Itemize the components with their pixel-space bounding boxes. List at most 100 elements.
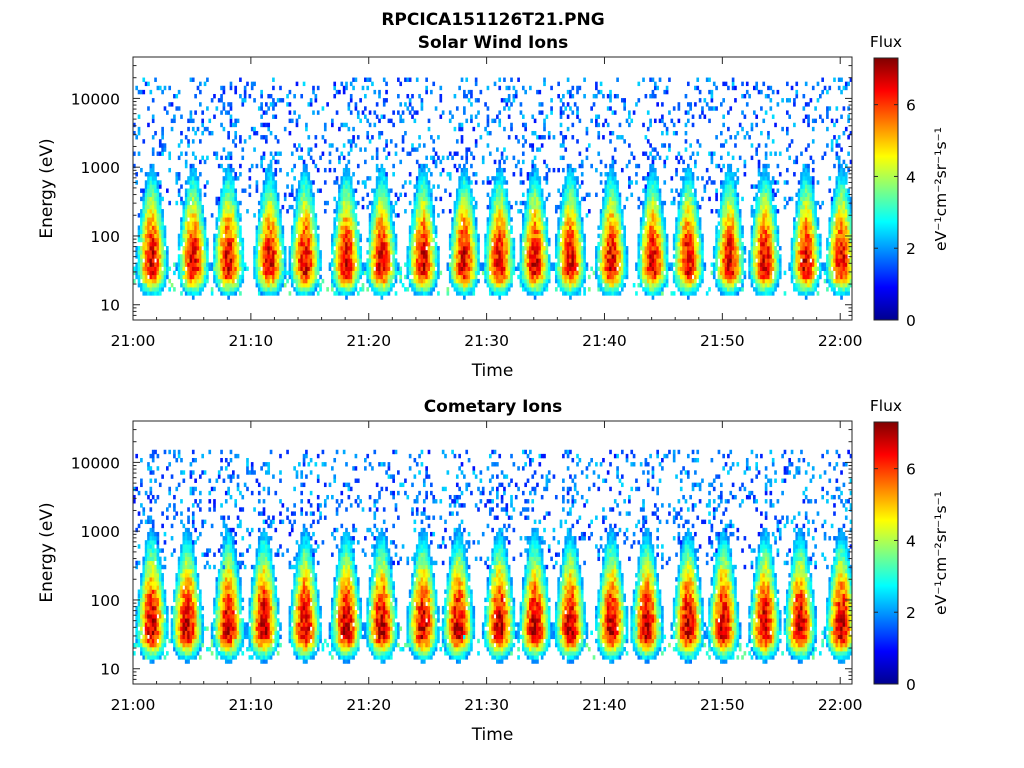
heatmap-cell (373, 250, 377, 255)
heatmap-cell (375, 102, 379, 107)
heatmap-cell (257, 213, 261, 218)
heatmap-cell (618, 135, 622, 140)
heatmap-cell (279, 262, 282, 267)
heatmap-cell (224, 258, 228, 263)
heatmap-cell (267, 188, 271, 193)
heatmap-cell (220, 278, 223, 284)
heatmap-cell (156, 225, 160, 230)
heatmap-cell (267, 250, 271, 255)
heatmap-cell (224, 250, 228, 255)
heatmap-cell (302, 258, 306, 263)
heatmap-cell (420, 196, 424, 202)
heatmap-cell (491, 225, 494, 230)
heatmap-cell (420, 204, 424, 210)
heatmap-cell (220, 155, 223, 161)
heatmap-cell (158, 274, 162, 280)
heatmap-cell (314, 241, 318, 247)
heatmap-cell (538, 229, 542, 234)
heatmap-cell (514, 93, 518, 99)
heatmap-cell (368, 122, 372, 128)
heatmap-cell (265, 196, 268, 202)
heatmap-cell (562, 262, 565, 267)
heatmap-cell (604, 163, 608, 169)
heatmap-cell (380, 163, 384, 169)
heatmap-cell (611, 155, 615, 161)
heatmap-cell (496, 225, 499, 230)
heatmap-cell (463, 172, 466, 177)
heatmap-cell (545, 163, 549, 169)
heatmap-cell (611, 266, 615, 271)
heatmap-cell (613, 241, 617, 247)
heatmap-cell (184, 180, 188, 185)
heatmap-cell (227, 283, 230, 288)
heatmap-cell (281, 270, 285, 276)
heatmap-cell (507, 85, 511, 91)
heatmap-cell (217, 98, 221, 103)
heatmap-cell (583, 262, 586, 267)
heatmap-cell (437, 246, 440, 251)
heatmap-cell (573, 291, 577, 296)
heatmap-cell (345, 270, 348, 276)
heatmap-cell (375, 254, 379, 259)
heatmap-cell (597, 278, 601, 284)
heatmap-cell (166, 270, 169, 276)
heatmap-cell (467, 98, 471, 103)
heatmap-cell (349, 176, 353, 181)
heatmap-cell (222, 167, 226, 173)
heatmap-cell (394, 246, 398, 251)
heatmap-cell (279, 266, 282, 271)
heatmap-cell (458, 225, 461, 230)
heatmap-cell (224, 278, 228, 284)
heatmap-cell (248, 184, 252, 189)
heatmap-cell (215, 233, 219, 239)
heatmap-cell (375, 225, 379, 230)
heatmap-cell (189, 258, 193, 263)
heatmap-cell (232, 122, 235, 128)
heatmap-cell (493, 81, 497, 87)
heatmap-cell (142, 192, 146, 198)
heatmap-cell (460, 180, 464, 185)
heatmap-cell (618, 225, 622, 230)
heatmap-cell (427, 254, 431, 259)
heatmap-cell (389, 221, 393, 226)
heatmap-cell (543, 262, 546, 267)
heatmap-cell (182, 250, 186, 255)
heatmap-cell (418, 254, 421, 259)
heatmap-cell (300, 155, 304, 161)
heatmap-cell (543, 204, 546, 210)
heatmap-cell (342, 229, 346, 234)
heatmap-cell (288, 291, 292, 296)
heatmap-cell (352, 241, 355, 247)
heatmap-cell (293, 270, 296, 276)
heatmap-cell (352, 270, 355, 276)
heatmap-cell (493, 291, 497, 296)
heatmap-cell (540, 192, 544, 198)
heatmap-cell (609, 262, 612, 267)
heatmap-cell (227, 254, 230, 259)
heatmap-cell (196, 291, 200, 296)
heatmap-cell (262, 283, 266, 288)
heatmap-cell (298, 184, 301, 189)
heatmap-cell (576, 237, 579, 243)
heatmap-cell (217, 283, 221, 288)
heatmap-cell (342, 278, 346, 284)
heatmap-cell (562, 278, 565, 284)
heatmap-cell (465, 225, 469, 230)
heatmap-cell (411, 278, 414, 284)
heatmap-cell (540, 262, 544, 267)
heatmap-cell (463, 283, 466, 288)
heatmap-cell (342, 274, 346, 280)
heatmap-cell (587, 192, 591, 198)
heatmap-cell (521, 192, 525, 198)
heatmap-cell (262, 246, 266, 251)
heatmap-cell (227, 233, 230, 239)
heatmap-cell (507, 262, 511, 267)
heatmap-cell (521, 200, 525, 206)
heatmap-cell (545, 221, 549, 226)
heatmap-cell (604, 233, 608, 239)
heatmap-cell (500, 155, 504, 161)
heatmap-cell (529, 188, 532, 193)
heatmap-cell (144, 266, 148, 271)
heatmap-cell (262, 209, 266, 214)
heatmap-cell (290, 229, 294, 234)
